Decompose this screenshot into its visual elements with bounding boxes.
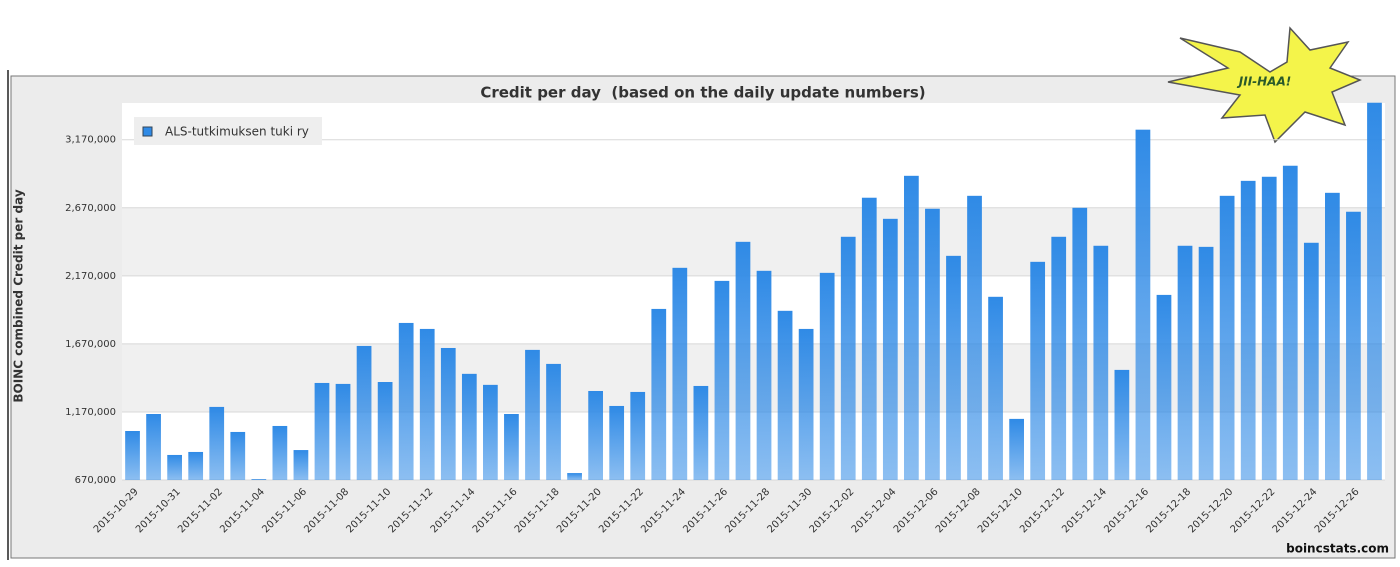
bar bbox=[546, 363, 561, 480]
bar bbox=[251, 479, 267, 480]
bar bbox=[1240, 180, 1256, 480]
bar bbox=[567, 473, 582, 480]
bar bbox=[525, 349, 540, 480]
y-tick-label: 2,170,000 bbox=[65, 271, 116, 282]
y-tick-label: 1,670,000 bbox=[65, 339, 116, 350]
source: boincstats.com bbox=[1286, 542, 1389, 556]
bar bbox=[1261, 176, 1277, 480]
bar bbox=[651, 308, 667, 480]
bar bbox=[1072, 207, 1088, 480]
bar bbox=[125, 431, 140, 480]
bar bbox=[819, 272, 835, 480]
bar bbox=[882, 218, 898, 480]
bar bbox=[314, 382, 330, 480]
bar bbox=[798, 328, 814, 480]
legend-label: ALS-tutkimuksen tuki ry bbox=[165, 125, 309, 139]
y-tick-label: 3,170,000 bbox=[65, 135, 116, 146]
bar bbox=[609, 405, 625, 480]
bar bbox=[1346, 211, 1361, 481]
bar bbox=[209, 406, 225, 480]
grid-band bbox=[122, 207, 1385, 276]
y-tick-label: 2,670,000 bbox=[65, 203, 116, 214]
bar bbox=[1030, 261, 1046, 480]
bar bbox=[756, 270, 772, 480]
bar bbox=[946, 255, 961, 480]
bar bbox=[1219, 195, 1235, 481]
legend-swatch bbox=[142, 126, 153, 137]
bar bbox=[461, 373, 477, 480]
bar bbox=[483, 384, 498, 480]
bar bbox=[146, 413, 161, 480]
bar bbox=[1282, 165, 1298, 480]
bar bbox=[988, 296, 1003, 480]
bar bbox=[377, 382, 393, 480]
bar bbox=[904, 175, 919, 480]
bar bbox=[1051, 236, 1067, 480]
bar bbox=[1156, 294, 1172, 480]
badge-star bbox=[1167, 26, 1362, 144]
bar bbox=[967, 195, 982, 481]
bar bbox=[735, 241, 751, 480]
bar bbox=[861, 197, 877, 480]
bar bbox=[672, 267, 688, 480]
y-tick-label: 670,000 bbox=[75, 475, 116, 486]
bar bbox=[714, 280, 730, 480]
bar bbox=[840, 236, 856, 480]
bar bbox=[272, 425, 288, 480]
bar bbox=[630, 391, 646, 480]
bar bbox=[167, 454, 182, 480]
bar bbox=[419, 328, 435, 480]
bar bbox=[356, 345, 372, 480]
bar bbox=[335, 383, 351, 480]
bar bbox=[1198, 246, 1214, 480]
bar bbox=[1303, 242, 1319, 480]
bar bbox=[293, 450, 309, 480]
badge-text: JII-HAA! bbox=[1237, 75, 1291, 89]
grid-band bbox=[122, 343, 1385, 412]
bar bbox=[777, 310, 793, 480]
bar bbox=[230, 431, 246, 480]
bar bbox=[1325, 192, 1340, 480]
bar bbox=[925, 208, 940, 480]
bar bbox=[1114, 369, 1130, 480]
plot-area bbox=[122, 103, 1385, 480]
bar bbox=[504, 413, 519, 480]
bar bbox=[188, 451, 204, 480]
legend-box bbox=[134, 117, 322, 145]
bar bbox=[398, 322, 414, 480]
bar bbox=[588, 390, 603, 480]
bar bbox=[1367, 102, 1382, 481]
y-axis-label: BOINC combined Credit per day bbox=[12, 189, 26, 402]
y-tick-label: 1,170,000 bbox=[65, 407, 116, 418]
bar bbox=[1135, 129, 1151, 480]
bar bbox=[1009, 418, 1024, 480]
bar bbox=[693, 385, 709, 480]
bar bbox=[440, 347, 456, 480]
chart-title: Credit per day (based on the daily updat… bbox=[480, 84, 925, 102]
bar bbox=[1177, 245, 1193, 480]
legend: ALS-tutkimuksen tuki ry bbox=[134, 117, 322, 145]
bar bbox=[1093, 245, 1109, 480]
